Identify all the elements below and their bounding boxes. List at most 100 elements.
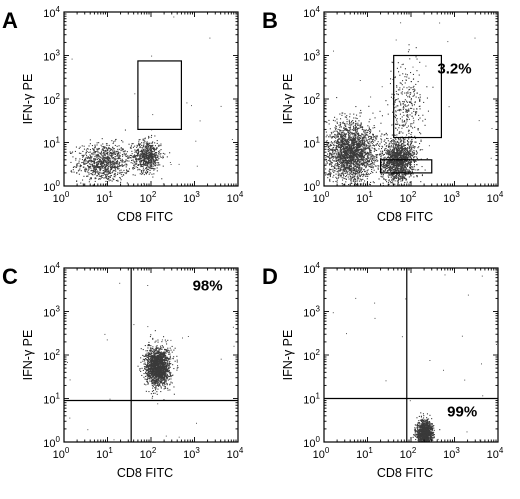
data-point-cluster-0 [97,149,99,151]
data-point-cluster-1 [152,163,154,165]
data-point-cluster-0 [345,146,347,148]
data-point-cluster-0 [341,145,343,147]
data-point-cluster-0 [347,156,349,158]
data-point-cluster-0 [107,171,109,173]
data-point-cluster-1 [395,168,397,170]
data-point-cluster-0 [339,174,341,176]
data-point-cluster-0 [354,178,356,180]
data-point-cluster-0 [345,129,347,131]
data-point-cluster-1 [134,151,136,153]
data-point-background [71,58,73,60]
data-point-cluster-1 [131,153,133,155]
data-point-cluster-0 [346,115,348,117]
data-point-cluster-0 [361,153,363,155]
data-point-cluster-0 [326,145,328,147]
data-point-cluster-0 [345,168,347,170]
data-point-cluster-0 [351,168,353,170]
data-point-cluster-1 [395,167,397,169]
data-point-cluster-1 [145,146,147,148]
data-point-cluster-0 [356,166,358,168]
data-point-cluster-1 [401,154,403,156]
data-point-cluster-0 [368,138,370,140]
data-point-cluster-1 [396,160,398,162]
data-point-cluster-0 [348,135,350,137]
data-point-cluster-0 [342,151,344,153]
data-point-cluster-0 [110,166,112,168]
data-point-cluster-0 [110,164,112,166]
data-point-cluster-0 [114,162,116,164]
data-point-cluster-0 [88,163,90,165]
data-point-cluster-0 [119,177,121,179]
data-point-cluster-0 [355,167,357,169]
data-point-cluster-0 [353,126,355,128]
data-point-cluster-0 [334,167,336,169]
data-point-cluster-0 [90,170,92,172]
data-point-cluster-0 [341,132,343,134]
data-point-cluster-1 [388,167,390,169]
data-point-cluster-0 [329,152,331,154]
data-point-cluster-1 [146,147,148,149]
data-point-cluster-1 [399,153,401,155]
data-point-cluster-1 [158,153,160,155]
data-point-cluster-0 [350,126,352,128]
data-point-cluster-1 [152,157,154,159]
data-point-cluster-1 [390,168,392,170]
data-point-cluster-0 [350,132,352,134]
data-point-cluster-1 [407,142,409,144]
data-point-cluster-0 [100,153,102,155]
data-point-cluster-0 [376,160,378,162]
data-point-cluster-1 [138,168,140,170]
data-point-cluster-0 [342,121,344,123]
data-point-cluster-0 [99,161,101,163]
data-point-cluster-0 [360,152,362,154]
data-point-cluster-0 [119,177,121,179]
data-point-cluster-1 [415,141,417,143]
data-point-cluster-0 [346,164,348,166]
data-point-cluster-1 [407,148,409,150]
data-point-cluster-0 [359,165,361,167]
data-point-cluster-0 [350,151,352,153]
data-point-cluster-1 [383,170,385,172]
data-point-cluster-1 [397,157,399,159]
data-point-cluster-1 [397,170,399,172]
data-point-cluster-1 [151,158,153,160]
data-point-cluster-1 [385,145,387,147]
data-point-cluster-0 [76,172,78,174]
data-point-cluster-1 [391,151,393,153]
data-point-cluster-1 [145,164,147,166]
data-point-cluster-0 [330,162,332,164]
data-point-cluster-0 [104,150,106,152]
data-point-cluster-0 [104,167,106,169]
data-point-cluster-0 [351,150,353,152]
data-point-cluster-0 [336,135,338,137]
data-point-cluster-0 [364,174,366,176]
data-point-cluster-1 [400,165,402,167]
data-point-cluster-1 [139,146,141,148]
data-point-cluster-0 [345,154,347,156]
data-point-cluster-0 [94,168,96,170]
data-point-cluster-0 [332,131,334,133]
data-point-cluster-0 [358,153,360,155]
data-point-cluster-0 [338,146,340,148]
data-point-cluster-1 [397,171,399,173]
data-point-cluster-0 [384,144,386,146]
data-point-cluster-0 [361,173,363,175]
data-point-cluster-0 [361,155,363,157]
data-point-cluster-0 [345,167,347,169]
data-point-cluster-1 [400,147,402,149]
data-point-cluster-1 [390,170,392,172]
data-point-cluster-0 [363,150,365,152]
data-point-cluster-1 [420,149,422,151]
data-point-cluster-0 [105,180,107,182]
data-point-cluster-0 [98,173,100,175]
data-point-cluster-1 [145,142,147,144]
data-point-cluster-0 [349,139,351,141]
data-point-cluster-0 [344,123,346,125]
data-point-cluster-0 [336,151,338,153]
data-point-cluster-0 [354,173,356,175]
data-point-cluster-0 [356,140,358,142]
data-point-cluster-1 [394,166,396,168]
data-point-cluster-1 [156,142,158,144]
data-point-background [235,84,237,86]
data-point-cluster-0 [364,136,366,138]
